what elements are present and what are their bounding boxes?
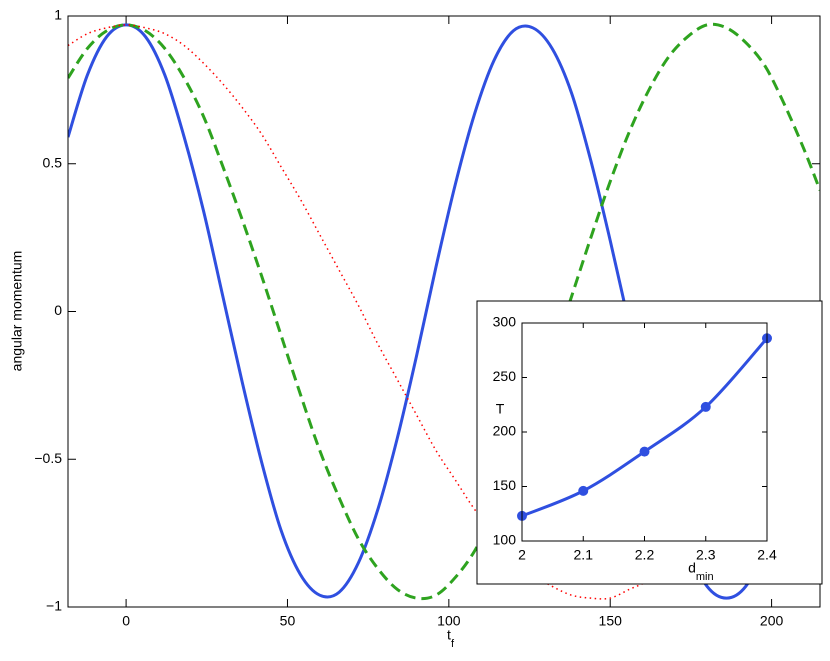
y-axis-label: angular momentum <box>9 251 25 372</box>
x-tick-label: 50 <box>280 613 296 629</box>
x-tick-label: 100 <box>437 613 461 629</box>
x-tick-label: 0 <box>122 613 130 629</box>
y-tick-label: −0.5 <box>34 450 62 466</box>
y-tick-label: 100 <box>493 532 517 548</box>
point <box>578 485 589 496</box>
x-tick-label: 150 <box>599 613 623 629</box>
x-axis-label-subscript: min <box>696 571 714 583</box>
x-axis-label-subscript: f <box>451 638 455 650</box>
x-tick-label: 2.1 <box>574 547 594 563</box>
y-tick-label: 0 <box>54 302 62 318</box>
x-tick-label: 2.3 <box>696 547 716 563</box>
x-axis-label: d <box>688 560 696 576</box>
x-tick-label: 2 <box>518 547 526 563</box>
y-axis-label: T <box>496 401 505 417</box>
line-series <box>68 22 820 601</box>
x-tick-label: 2.2 <box>635 547 655 563</box>
y-tick-label: 150 <box>493 477 517 493</box>
plot-area <box>522 323 767 541</box>
point <box>639 446 650 457</box>
x-tick-label: 2.4 <box>757 547 777 563</box>
y-tick-label: 1 <box>54 7 62 23</box>
x-axis-label: t <box>447 627 451 643</box>
y-tick-label: −1 <box>46 598 62 614</box>
y-tick-label: 300 <box>493 314 517 330</box>
point <box>700 401 711 412</box>
x-tick-label: 200 <box>760 613 784 629</box>
y-tick-label: 0.5 <box>43 154 63 170</box>
y-tick-label: 250 <box>493 368 517 384</box>
y-tick-label: 200 <box>493 423 517 439</box>
axes-box <box>521 322 768 542</box>
